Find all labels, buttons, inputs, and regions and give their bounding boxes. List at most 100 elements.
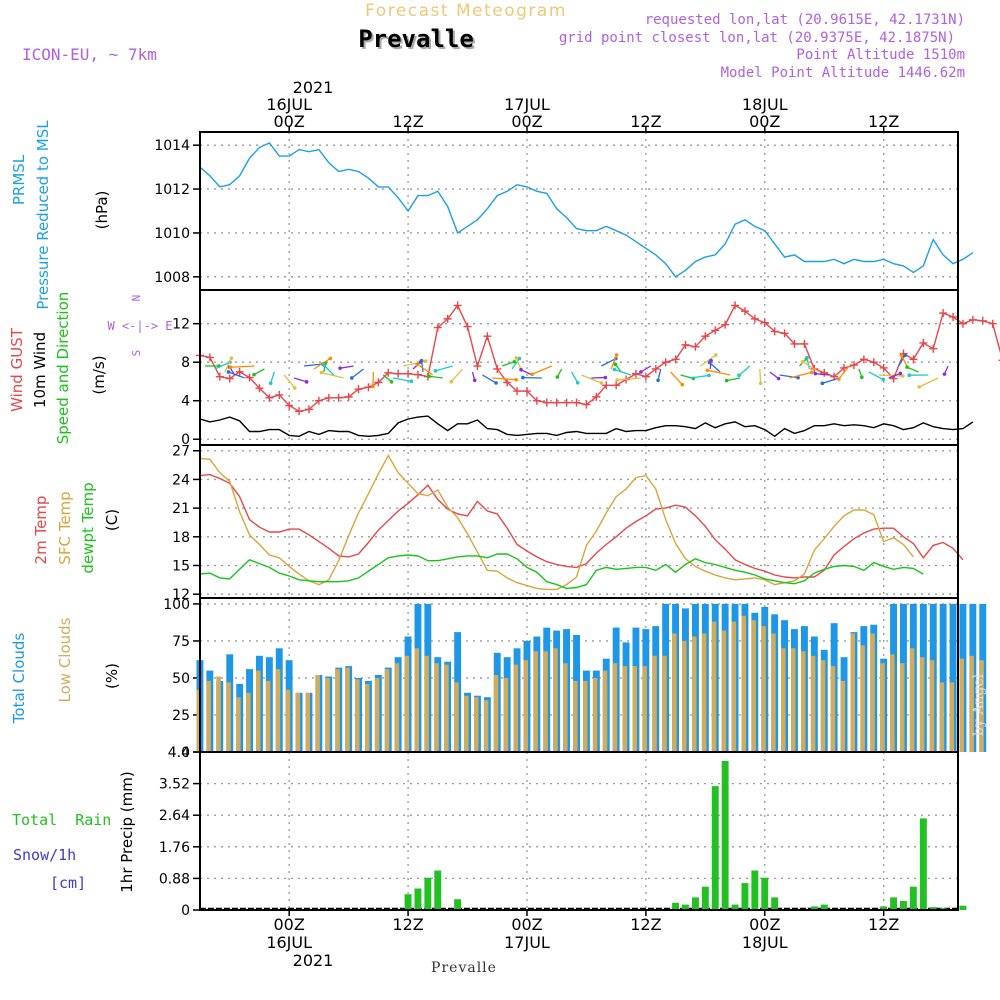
bar-low-cloud bbox=[602, 670, 608, 752]
panel-5: 0 0.88 1.76 2.64 3.52 4.4 bbox=[159, 745, 967, 919]
bar-low-cloud bbox=[315, 675, 320, 752]
station-title: Prevalle bbox=[358, 25, 474, 53]
y-tick-label: 1008 bbox=[154, 270, 190, 286]
wind-arrow bbox=[571, 371, 579, 384]
wind-arrow-head bbox=[800, 359, 805, 364]
bar-rain bbox=[900, 901, 907, 910]
y-tick-label: 18 bbox=[172, 530, 190, 546]
wind-arrow-head bbox=[322, 363, 326, 368]
wind-arrow-head bbox=[776, 376, 781, 381]
y-tick-label: 2.64 bbox=[159, 808, 190, 824]
bar-low-cloud bbox=[929, 660, 935, 752]
panel-2: 0 4 8 12 bbox=[172, 289, 1000, 448]
wind-arrow bbox=[897, 354, 906, 367]
wind-arrow-head bbox=[707, 373, 711, 378]
bar-low-cloud bbox=[979, 660, 984, 752]
wind-unit: (m/s) bbox=[90, 355, 108, 394]
compass-south-icon: S bbox=[130, 350, 143, 357]
wind-arrow-head bbox=[512, 360, 517, 364]
wind-arrow bbox=[428, 375, 443, 379]
wind-arrow bbox=[759, 368, 762, 384]
wind-arrow bbox=[482, 374, 497, 384]
bar-low-cloud bbox=[523, 660, 528, 752]
y-tick-label: 21 bbox=[172, 501, 190, 517]
bar-low-cloud bbox=[256, 670, 261, 752]
gust-marker bbox=[532, 396, 541, 405]
wind-arrow bbox=[416, 363, 434, 376]
pressure-labels: PRMSL Pressure Reduced to MSL (hPa) bbox=[10, 120, 111, 310]
snow-unit-label: [cm] bbox=[50, 874, 86, 892]
wind-arrow-head bbox=[521, 375, 525, 380]
top-date-label: 16JUL bbox=[266, 95, 312, 114]
bar-rain bbox=[731, 904, 739, 910]
y-tick-label: 100 bbox=[163, 597, 190, 613]
wind-arrow bbox=[435, 365, 453, 372]
wind-arrow-head bbox=[268, 381, 273, 385]
wind-arrow-head bbox=[494, 381, 498, 385]
wind-arrow-head bbox=[472, 378, 477, 383]
wind-arrow-head bbox=[707, 360, 712, 365]
bar-rain bbox=[721, 761, 729, 910]
bar-rain bbox=[454, 899, 462, 910]
wind-arrow-head bbox=[805, 355, 809, 360]
wind-arrow bbox=[230, 365, 255, 368]
bar-low-cloud bbox=[236, 697, 241, 752]
gust-marker bbox=[503, 378, 512, 387]
bar-low-cloud bbox=[662, 655, 667, 753]
wind-arrow bbox=[420, 360, 424, 373]
y-tick-label: 1010 bbox=[154, 226, 190, 242]
gust-marker bbox=[661, 358, 670, 367]
wind-arrow-head bbox=[519, 367, 523, 372]
gust-marker bbox=[364, 383, 373, 392]
bottom-time-label: 12Z bbox=[392, 915, 423, 934]
bar-low-cloud bbox=[226, 682, 231, 752]
bar-low-cloud bbox=[850, 633, 855, 752]
wind-arrow bbox=[769, 371, 779, 380]
wind-arrow-head bbox=[328, 356, 333, 361]
prmsl-desc-label: Pressure Reduced to MSL bbox=[34, 120, 52, 310]
bar-low-cloud bbox=[285, 689, 291, 752]
y-tick-label: 12 bbox=[172, 587, 190, 603]
bottom-date-label: 17JUL bbox=[504, 933, 550, 952]
wind-arrow-head bbox=[252, 372, 256, 377]
bar-rain bbox=[880, 906, 888, 910]
gust-marker bbox=[671, 355, 680, 364]
prmsl-label: PRMSL bbox=[10, 154, 28, 205]
bottom-year-label: 2021 bbox=[293, 951, 334, 970]
bar-low-cloud bbox=[573, 680, 578, 752]
wind-arrow-head bbox=[820, 381, 825, 386]
top-time-label: 12Z bbox=[630, 112, 661, 131]
wind-arrow bbox=[918, 377, 939, 388]
bar-low-cloud bbox=[434, 663, 439, 752]
t2m-label: 2m Temp bbox=[32, 496, 50, 565]
bar-low-cloud bbox=[741, 615, 746, 752]
gust-marker bbox=[255, 384, 264, 393]
compass-we-icon: W <-|-> E bbox=[107, 319, 172, 333]
gust-marker bbox=[513, 387, 522, 396]
bar-rain bbox=[820, 904, 828, 910]
gust-marker bbox=[790, 339, 799, 348]
y-tick-label: 0.88 bbox=[159, 871, 190, 887]
bar-rain bbox=[810, 906, 818, 910]
bar-low-cloud bbox=[939, 682, 945, 752]
wind-arrow bbox=[283, 374, 296, 389]
wind-arrow-head bbox=[905, 365, 909, 369]
y-tick-label: 0 bbox=[181, 903, 190, 919]
bar-low-cloud bbox=[701, 633, 707, 752]
wind-arrow bbox=[339, 365, 354, 369]
top-date-label: 17JUL bbox=[504, 95, 550, 114]
series-line-10m-wind bbox=[199, 415, 974, 438]
bar-low-cloud bbox=[830, 666, 836, 752]
wind-arrow-head bbox=[427, 374, 431, 379]
dewpt-label: dewpt Temp bbox=[79, 482, 97, 573]
gust-marker bbox=[721, 320, 730, 329]
bar-low-cloud bbox=[295, 692, 301, 752]
wind-arrow bbox=[906, 366, 919, 373]
top-time-label: 12Z bbox=[868, 112, 899, 131]
wind-arrow bbox=[690, 374, 710, 379]
wind-arrow-head bbox=[614, 353, 619, 357]
wind-arrow-head bbox=[714, 353, 718, 357]
bar-total-cloud bbox=[939, 603, 947, 752]
